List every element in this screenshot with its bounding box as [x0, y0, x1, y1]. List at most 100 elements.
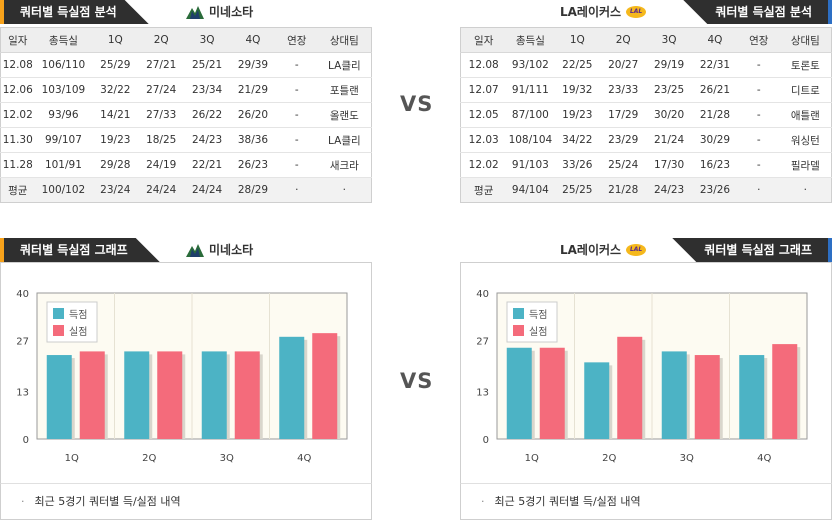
right-chart-header: LA레이커스 LAL 쿼터별 득실점 그래프 — [460, 238, 832, 262]
table-cell: 24/23 — [184, 127, 231, 153]
table-cell: 워싱턴 — [779, 127, 832, 153]
right-chart-team-name: LA레이커스 — [560, 243, 622, 257]
table-cell: - — [737, 52, 780, 78]
table-cell: 23/33 — [600, 77, 647, 103]
table-cell: 29/39 — [230, 52, 276, 78]
table-cell: - — [275, 77, 318, 103]
table-cell: 30/20 — [646, 102, 693, 128]
y-tick-label: 40 — [16, 289, 29, 300]
left-analysis-header: 쿼터별 득실점 분석 미네소타 — [0, 0, 372, 24]
bar-allowed — [157, 351, 183, 439]
table-cell: 새크라 — [317, 152, 372, 178]
vs-label-top: VS — [400, 92, 434, 116]
col-ot: 연장 — [275, 27, 318, 53]
bar-allowed — [772, 344, 798, 439]
table-cell: 99/107 — [34, 127, 93, 153]
table-cell: 27/24 — [138, 77, 185, 103]
average-cell: · — [779, 177, 832, 203]
lakers-logo-icon: LAL — [626, 244, 647, 256]
table-cell: 12.02 — [0, 102, 35, 128]
average-cell: 23/26 — [692, 177, 738, 203]
left-stats-table: 일자 총득실 1Q 2Q 3Q 4Q 연장 상대팀 12.08 106/110 25… — [0, 27, 372, 203]
left-note-text: 최근 5경기 쿼터별 득/실점 내역 — [34, 495, 181, 508]
right-note-text: 최근 5경기 쿼터별 득/실점 내역 — [494, 495, 641, 508]
table-cell: 12.08 — [460, 52, 507, 78]
left-team-name: 미네소타 — [209, 5, 254, 19]
left-table-body: 12.08 106/110 25/29 27/21 25/21 29/39- LA클리 12.… — [0, 52, 372, 203]
table-cell: 21/24 — [646, 127, 693, 153]
table-row: 11.28 101/91 29/28 24/19 22/21 26/23- 새크라 — [0, 152, 372, 178]
x-tick-label: 1Q — [525, 453, 539, 464]
right-analysis-title: 쿼터별 득실점 분석 — [683, 0, 828, 24]
col-q1: 1Q — [554, 27, 601, 53]
table-cell: 19/23 — [92, 127, 139, 153]
table-cell: 108/104 — [506, 127, 555, 153]
table-row: 12.08 106/110 25/29 27/21 25/21 29/39- LA클리 — [0, 52, 372, 78]
table-cell: 18/25 — [138, 127, 185, 153]
col-total: 총득실 — [34, 27, 93, 53]
average-cell: · — [737, 177, 780, 203]
table-row: 12.05 87/100 19/23 17/29 30/20 21/28- 애틀랜 — [460, 102, 832, 128]
table-cell: 17/30 — [646, 152, 693, 178]
average-cell: 25/25 — [554, 177, 601, 203]
bar-allowed — [79, 351, 105, 439]
table-cell: 26/23 — [230, 152, 276, 178]
right-table-header-row: 일자 총득실 1Q 2Q 3Q 4Q 연장 상대팀 — [460, 27, 832, 53]
table-cell: 25/21 — [184, 52, 231, 78]
lakers-logo-icon: LAL — [626, 6, 647, 18]
table-cell: - — [275, 152, 318, 178]
col-date: 일자 — [460, 27, 507, 53]
average-row: 평균 94/104 25/25 21/28 24/23 23/26 · · — [460, 177, 832, 203]
x-tick-label: 2Q — [602, 453, 616, 464]
table-cell: 21/28 — [692, 102, 738, 128]
bar-allowed — [694, 355, 720, 439]
table-cell: - — [737, 77, 780, 103]
table-cell: 91/103 — [506, 152, 555, 178]
x-tick-label: 2Q — [142, 453, 156, 464]
table-cell: 14/21 — [92, 102, 139, 128]
table-cell: 19/23 — [554, 102, 601, 128]
table-cell: - — [275, 102, 318, 128]
average-cell: 24/23 — [646, 177, 693, 203]
table-row: 12.08 93/102 22/25 20/27 29/19 22/31- 토론토 — [460, 52, 832, 78]
bullet-dot: · — [21, 495, 25, 508]
legend-label: 득점 — [69, 309, 87, 321]
x-tick-label: 3Q — [220, 453, 234, 464]
y-tick-label: 0 — [23, 435, 29, 446]
table-cell: 23/34 — [184, 77, 231, 103]
x-tick-label: 1Q — [65, 453, 79, 464]
left-chart-note: · 최근 5경기 쿼터별 득/실점 내역 — [0, 483, 372, 520]
table-cell: 87/100 — [506, 102, 555, 128]
table-cell: 38/36 — [230, 127, 276, 153]
table-cell: 26/20 — [230, 102, 276, 128]
table-cell: 91/111 — [506, 77, 555, 103]
bar-scored — [661, 351, 687, 439]
y-tick-label: 27 — [16, 336, 29, 347]
table-cell: 12.03 — [460, 127, 507, 153]
table-cell: 34/22 — [554, 127, 601, 153]
y-tick-label: 0 — [483, 435, 489, 446]
table-cell: 12.02 — [460, 152, 507, 178]
average-cell: · — [317, 177, 372, 203]
table-cell: 11.30 — [0, 127, 35, 153]
left-analysis-title: 쿼터별 득실점 분석 — [4, 0, 149, 24]
table-cell: 106/110 — [34, 52, 93, 78]
table-cell: 29/28 — [92, 152, 139, 178]
table-cell: - — [737, 127, 780, 153]
average-cell: 94/104 — [506, 177, 555, 203]
y-tick-label: 13 — [16, 388, 29, 399]
left-chart-title: 쿼터별 득실점 그래프 — [4, 238, 160, 262]
bar-allowed — [617, 336, 643, 439]
left-header-accent — [0, 0, 4, 24]
right-team-name: LA레이커스 — [560, 5, 622, 19]
table-cell: 29/19 — [646, 52, 693, 78]
legend-label: 실점 — [69, 326, 87, 338]
table-cell: 12.07 — [460, 77, 507, 103]
right-chart-box: 0 13 27 40 1Q 2Q 3Q 4Q 득점 실점 — [460, 262, 832, 484]
bar-scored — [201, 351, 227, 439]
col-q1: 1Q — [92, 27, 139, 53]
legend-swatch — [513, 325, 524, 336]
right-chart-accent — [828, 238, 832, 262]
table-cell: 23/29 — [600, 127, 647, 153]
